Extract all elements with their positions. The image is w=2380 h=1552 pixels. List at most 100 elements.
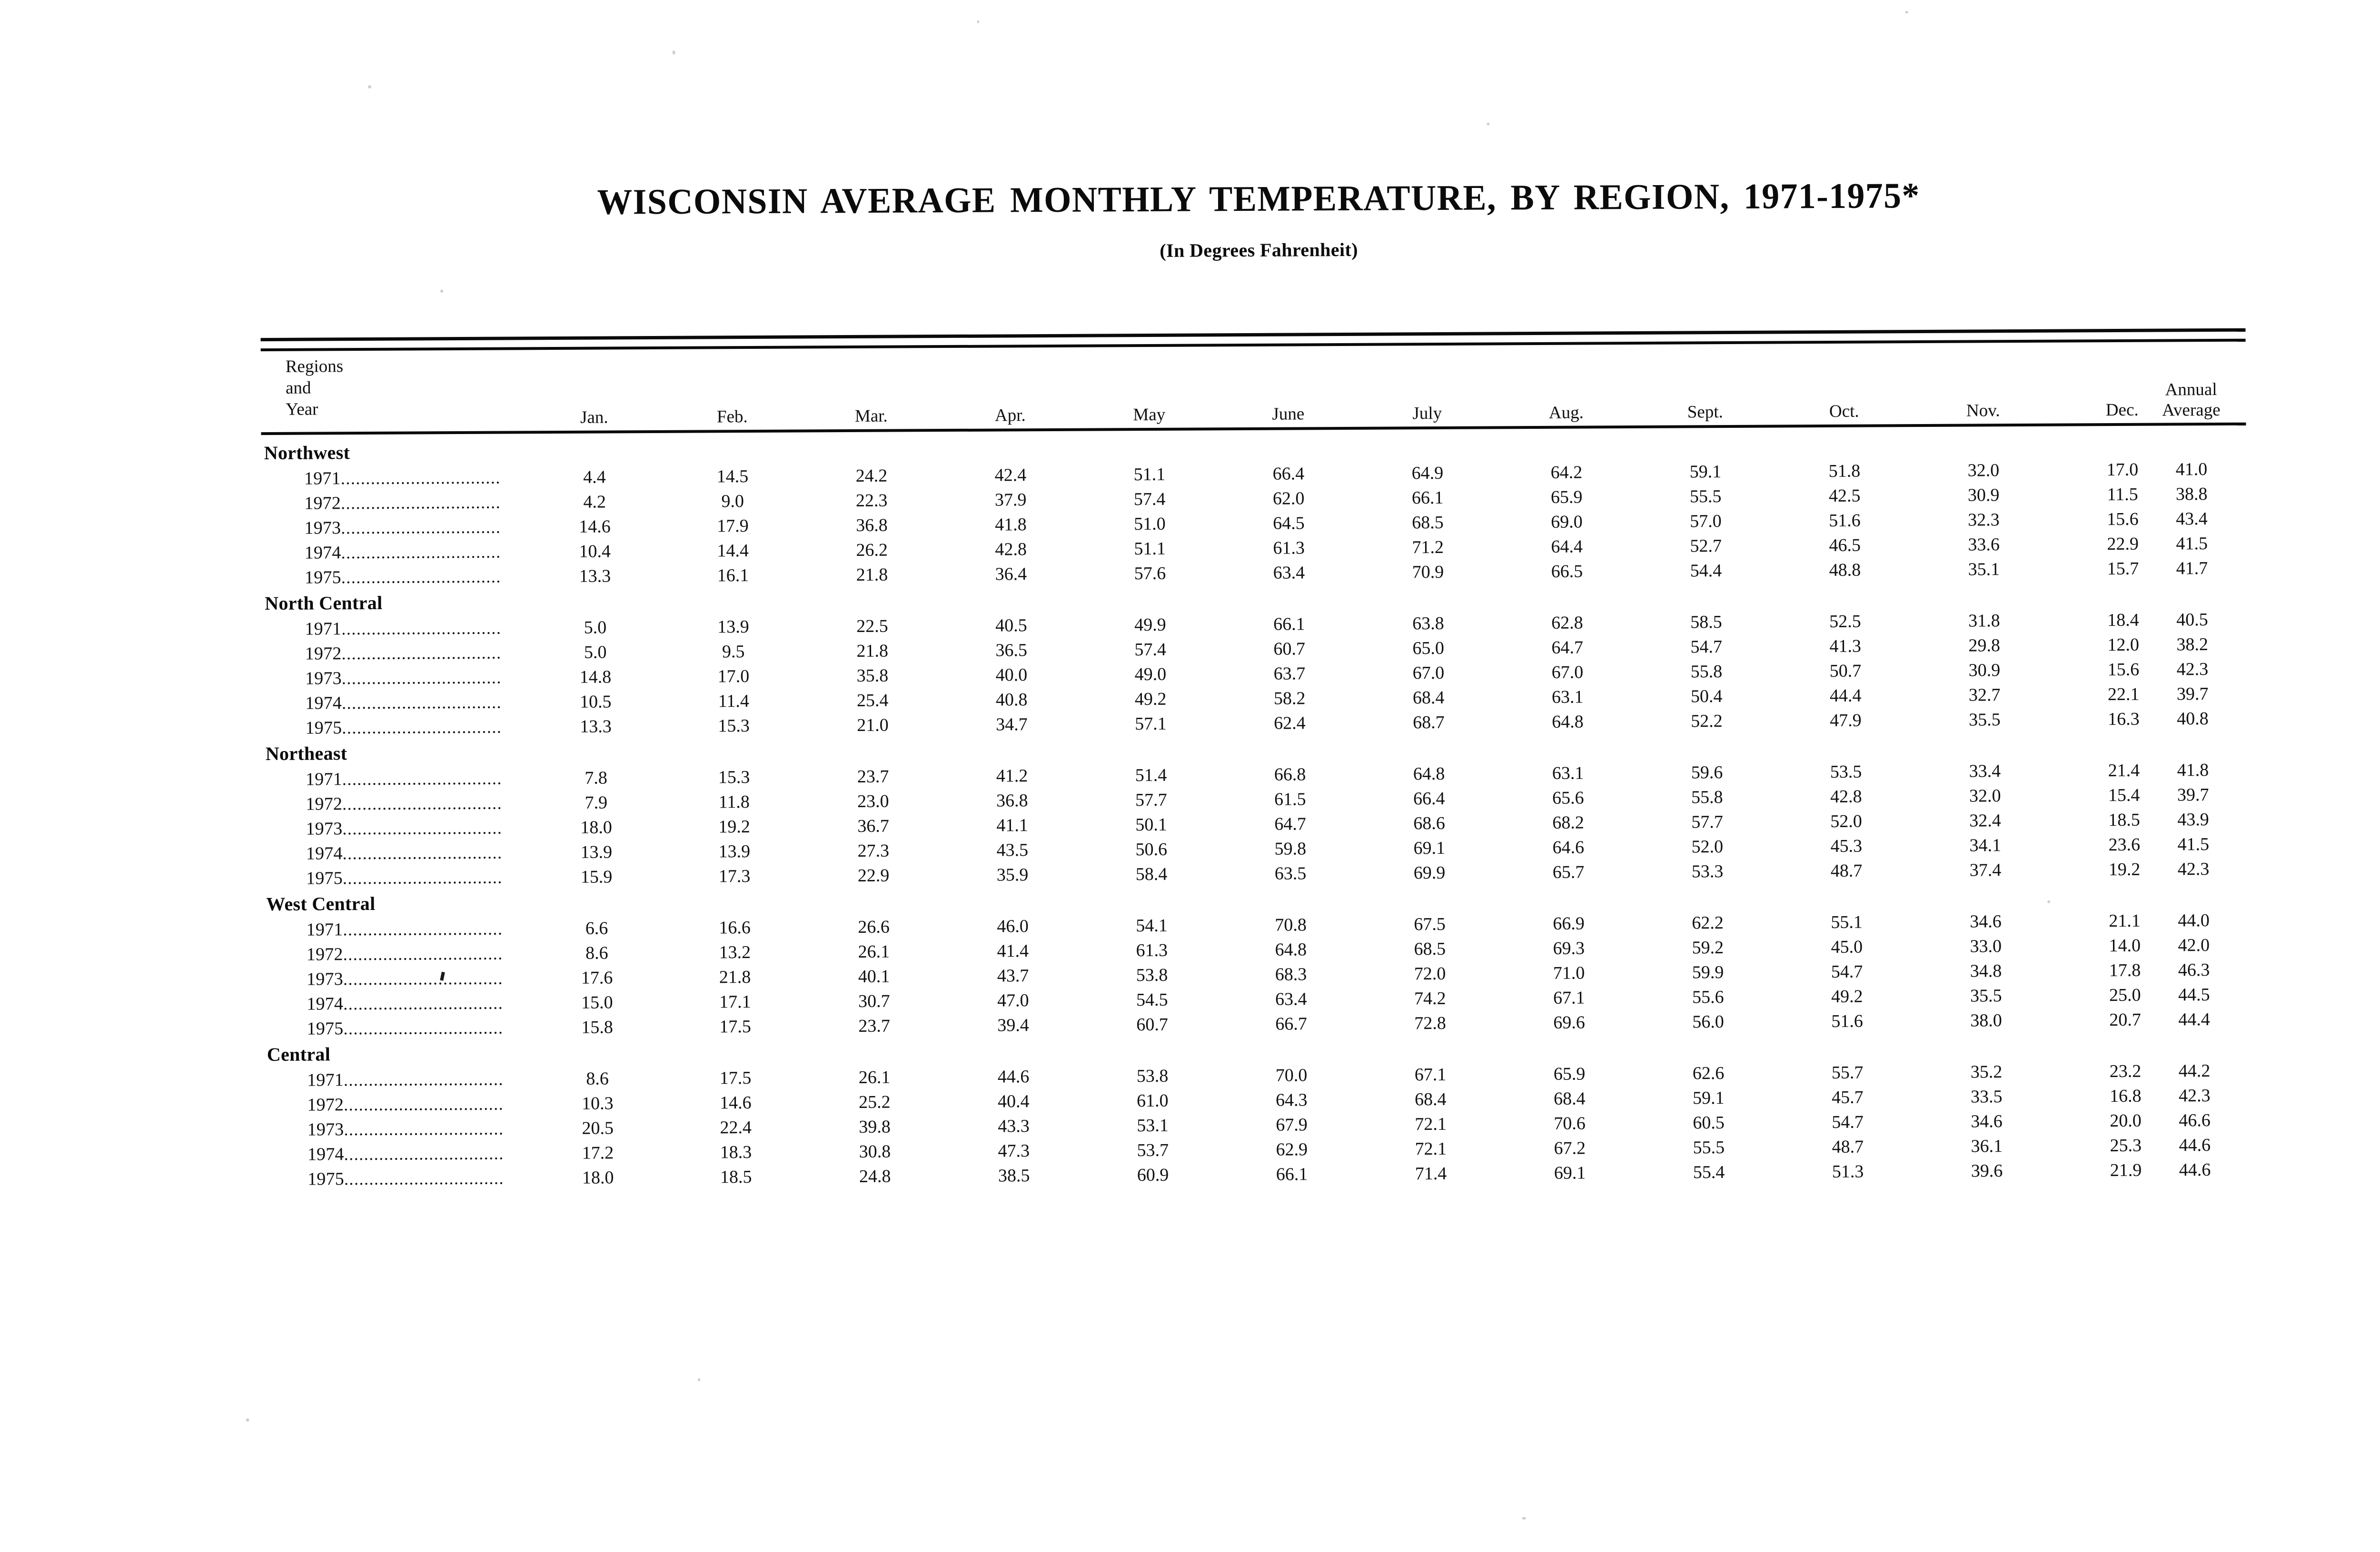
table-cell: 7.9 <box>585 792 608 813</box>
table-cell: 39.7 <box>2177 785 2209 805</box>
table-cell: 51.8 <box>1828 461 1861 481</box>
column-header-july: July <box>1412 403 1442 424</box>
table-cell: 15.3 <box>718 767 750 788</box>
table-cell: 44.4 <box>2178 1009 2210 1030</box>
table-cell: 63.1 <box>1552 763 1584 783</box>
table-cell: 35.5 <box>1969 710 2001 730</box>
table-cell: 14.6 <box>720 1093 752 1113</box>
table-cell: 33.5 <box>1970 1087 2003 1107</box>
table-cell: 72.1 <box>1415 1138 1447 1159</box>
stub-header: Regions and Year <box>286 356 344 420</box>
table-cell: 29.8 <box>1968 635 2001 656</box>
table-cell: 66.1 <box>1276 1164 1308 1185</box>
paper-speck <box>440 289 444 293</box>
table-cell: 55.6 <box>1692 987 1724 1008</box>
table-cell: 66.1 <box>1411 487 1444 508</box>
table-cell: 66.8 <box>1274 764 1306 785</box>
table-cell: 9.5 <box>722 642 745 662</box>
table-cell: 62.0 <box>1272 488 1305 509</box>
table-cell: 40.0 <box>995 665 1028 685</box>
table-cell: 67.5 <box>1414 914 1446 935</box>
table-cell: 51.6 <box>1831 1011 1863 1031</box>
table-cell: 43.4 <box>2176 509 2208 529</box>
year-value: 1972 <box>305 643 342 664</box>
table-cell: 67.1 <box>1414 1064 1447 1085</box>
table-cell: 72.8 <box>1414 1013 1446 1034</box>
year-value: 1973 <box>304 518 341 538</box>
table-cell: 55.7 <box>1831 1062 1864 1083</box>
table-cell: 18.0 <box>582 1167 614 1188</box>
table-cell: 57.1 <box>1135 713 1167 734</box>
table-cell: 21.8 <box>856 564 888 585</box>
table-cell: 57.4 <box>1134 639 1167 660</box>
table-cell: 50.7 <box>1829 661 1862 681</box>
column-header-mar: Mar. <box>854 406 888 426</box>
table-cell: 65.9 <box>1553 1064 1586 1084</box>
table-cell: 49.9 <box>1134 614 1166 635</box>
table-cell: 68.5 <box>1414 939 1446 959</box>
year-value: 1974 <box>307 994 344 1014</box>
table-cell: 60.9 <box>1137 1165 1169 1186</box>
table-cell: 14.6 <box>579 516 611 537</box>
table-cell: 5.0 <box>584 642 607 662</box>
leader-dots: ................................ <box>343 944 503 964</box>
table-cell: 13.9 <box>580 842 613 862</box>
table-cell: 44.6 <box>2179 1160 2211 1180</box>
leader-dots: ................................ <box>342 769 502 789</box>
table-cell: 47.0 <box>997 990 1029 1011</box>
table-cell: 57.7 <box>1691 812 1723 832</box>
table-cell: 32.0 <box>1969 786 2001 806</box>
column-header-jan: Jan. <box>580 407 608 427</box>
table-cell: 24.8 <box>859 1166 891 1186</box>
table-cell: 21.0 <box>857 715 889 735</box>
table-cell: 53.7 <box>1137 1140 1169 1161</box>
table-cell: 65.0 <box>1412 638 1445 659</box>
table-cell: 63.5 <box>1274 863 1307 884</box>
table-cell: 20.5 <box>582 1118 614 1138</box>
table-cell: 23.0 <box>857 791 889 811</box>
table-cell: 68.7 <box>1413 712 1445 733</box>
table-cell: 51.4 <box>1135 765 1167 786</box>
table-cell: 13.3 <box>580 716 612 737</box>
table-cell: 65.7 <box>1552 862 1585 882</box>
table-cell: 66.9 <box>1553 913 1585 934</box>
table-cell: 36.7 <box>857 816 889 836</box>
table-cell: 71.2 <box>1412 537 1444 558</box>
table-cell: 69.0 <box>1551 512 1583 532</box>
table-cell: 22.4 <box>720 1117 752 1138</box>
annual-header-line-2: Average <box>2162 400 2221 420</box>
table-cell: 61.5 <box>1274 789 1306 810</box>
table-cell: 52.7 <box>1690 536 1722 556</box>
page-subtitle: (In Degrees Fahrenheit) <box>1160 238 1359 261</box>
table-cell: 64.2 <box>1550 462 1583 483</box>
table-cell: 63.8 <box>1412 613 1444 634</box>
leader-dots: ................................ <box>341 643 502 663</box>
table-cell: 35.1 <box>1968 559 2000 580</box>
paper-speck <box>246 1418 249 1422</box>
column-header-june: June <box>1272 404 1305 424</box>
table-cell: 38.8 <box>2175 484 2208 504</box>
table-cell: 70.9 <box>1412 562 1444 583</box>
table-cell: 11.4 <box>718 691 749 712</box>
table-cell: 23.7 <box>857 766 889 787</box>
table-cell: 60.5 <box>1693 1113 1725 1133</box>
table-cell: 62.4 <box>1274 713 1306 733</box>
table-cell: 57.4 <box>1133 489 1166 510</box>
table-cell: 68.4 <box>1554 1088 1586 1109</box>
table-cell: 39.4 <box>997 1015 1029 1036</box>
table-cell: 19.2 <box>718 817 750 837</box>
table-cell: 31.8 <box>1968 611 2000 631</box>
table-cell: 63.1 <box>1551 687 1584 707</box>
table-cell: 52.5 <box>1829 611 1861 632</box>
table-cell: 33.4 <box>1969 761 2001 781</box>
table-cell: 42.8 <box>995 539 1027 560</box>
table-cell: 64.8 <box>1552 712 1584 732</box>
table-cell: 45.3 <box>1830 836 1863 856</box>
leader-dots: ................................ <box>341 542 501 563</box>
table-cell: 53.8 <box>1136 965 1168 986</box>
table-cell: 55.8 <box>1691 787 1723 808</box>
stub-header-line-1: Regions <box>285 356 344 376</box>
column-header-oct: Oct. <box>1829 401 1859 421</box>
table-cell: 10.4 <box>579 541 611 562</box>
table-cell: 50.6 <box>1135 839 1168 860</box>
